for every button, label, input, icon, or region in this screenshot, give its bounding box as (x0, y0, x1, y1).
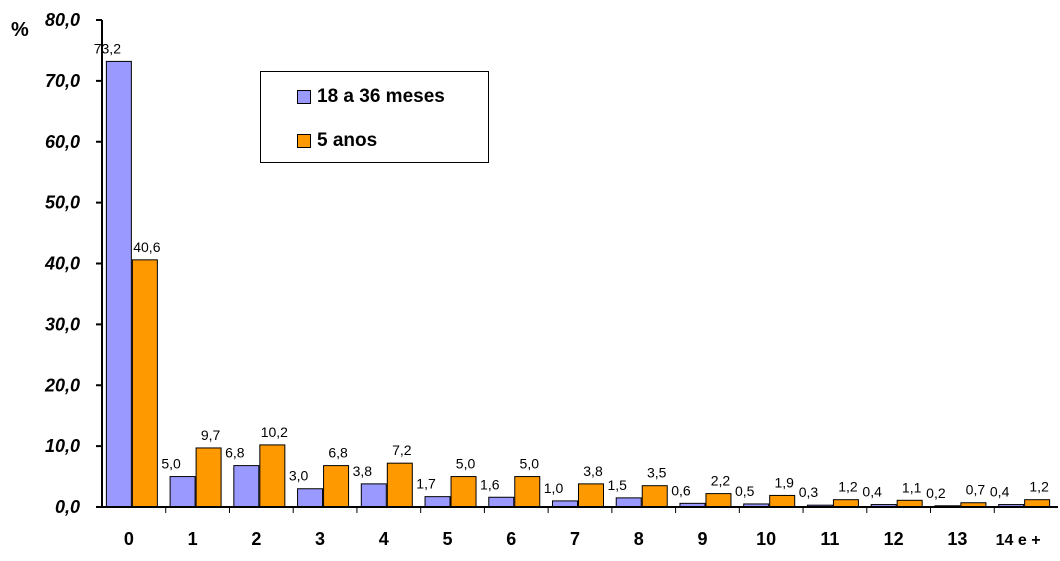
bar-series-1 (424, 496, 451, 508)
bar-series-2 (195, 447, 222, 508)
y-tick-label: 0,0 (55, 497, 80, 517)
bar-value-label: 1,6 (480, 476, 500, 492)
x-tick-label: 14 e + (996, 532, 1041, 549)
bar-value-label: 10,2 (261, 424, 288, 440)
x-tick-label: 0 (124, 529, 134, 549)
bar-value-label: 1,9 (774, 474, 794, 490)
bar-series-1 (169, 476, 196, 508)
y-tick-label: 80,0 (45, 10, 80, 30)
bar-series-1 (297, 488, 324, 508)
bar-value-label: 0,7 (966, 482, 986, 498)
bar-value-label: 1,0 (544, 480, 564, 496)
x-tick-label: 12 (884, 529, 904, 549)
x-tick-label: 2 (251, 529, 261, 549)
bar-value-label: 2,2 (711, 473, 731, 489)
bar-series-2 (641, 485, 668, 508)
bar-value-label: 5,0 (161, 456, 181, 472)
legend-label-series-2: 5 anos (317, 130, 378, 151)
x-tick-label: 6 (506, 529, 516, 549)
bars-group: 73,240,65,09,76,810,23,06,83,87,21,75,01… (94, 40, 1051, 508)
y-axis: 0,0 10,0 20,0 30,0 40,0 50,0 60,0 70,0 80,0 (44, 10, 103, 517)
bar-value-label: 0,5 (735, 483, 755, 499)
bar-value-label: 3,8 (353, 463, 373, 479)
bar-value-label: 0,4 (990, 484, 1010, 500)
y-tick-label: 60,0 (45, 132, 80, 152)
x-tick-label: 1 (188, 529, 198, 549)
bar-value-label: 6,8 (225, 445, 245, 461)
bar-series-1 (105, 60, 132, 508)
bar-value-label: 6,8 (328, 445, 348, 461)
bar-series-2 (131, 259, 158, 508)
bar-value-label: 3,8 (583, 463, 603, 479)
legend-swatch-series-2 (297, 134, 311, 148)
bar-series-2 (259, 444, 286, 508)
y-tick-label: 70,0 (45, 71, 80, 91)
x-tick-label: 10 (756, 529, 776, 549)
bar-value-label: 1,2 (838, 479, 858, 495)
bar-value-label: 3,0 (289, 468, 309, 484)
bar-value-label: 1,2 (1029, 479, 1049, 495)
x-tick-label: 3 (315, 529, 325, 549)
bar-value-label: 0,2 (926, 485, 946, 501)
bar-series-2 (386, 462, 413, 508)
legend-item-series-1: 18 a 36 meses (297, 86, 445, 108)
bar-series-2 (1024, 499, 1051, 508)
bar-series-2 (323, 465, 350, 508)
x-tick-label: 5 (443, 529, 453, 549)
legend: 18 a 36 meses 5 anos (260, 71, 489, 163)
bar-value-label: 0,3 (799, 484, 819, 500)
bar-value-label: 1,1 (902, 479, 922, 495)
bar-series-1 (360, 483, 387, 508)
x-tick-label: 13 (947, 529, 967, 549)
bar-value-label: 5,0 (520, 456, 540, 472)
bar-value-label: 40,6 (133, 239, 160, 255)
x-axis: 0 1 2 3 4 5 6 7 8 9 10 11 12 13 14 e + (102, 506, 1058, 549)
bar-value-label: 7,2 (392, 442, 412, 458)
x-tick-label: 7 (570, 529, 580, 549)
bar-series-1 (615, 497, 642, 508)
y-tick-label: 50,0 (45, 193, 80, 213)
bar-series-2 (705, 493, 732, 508)
bar-series-2 (514, 476, 541, 508)
bar-value-label: 0,4 (862, 484, 882, 500)
y-tick-label: 10,0 (45, 436, 80, 456)
bar-series-2 (896, 499, 923, 508)
x-tick-label: 8 (634, 529, 644, 549)
y-axis-unit-label: % (11, 19, 29, 41)
y-tick-label: 40,0 (44, 254, 80, 274)
legend-swatch-series-1 (297, 90, 311, 104)
bar-value-label: 1,7 (416, 476, 436, 492)
bar-value-label: 73,2 (94, 40, 121, 56)
bar-value-label: 9,7 (201, 427, 221, 443)
x-tick-label: 4 (379, 529, 389, 549)
bar-value-label: 1,5 (607, 477, 627, 493)
legend-item-series-2: 5 anos (297, 130, 377, 152)
y-tick-label: 30,0 (45, 314, 80, 334)
bar-series-2 (832, 499, 859, 508)
bar-value-label: 0,6 (671, 482, 691, 498)
bar-value-label: 5,0 (456, 456, 476, 472)
bar-series-2 (769, 494, 796, 508)
bar-series-2 (578, 483, 604, 508)
bar-series-2 (450, 476, 477, 508)
x-tick-label: 9 (697, 529, 707, 549)
bar-value-label: 3,5 (647, 465, 667, 481)
bar-series-1 (233, 465, 260, 508)
legend-label-series-1: 18 a 36 meses (317, 86, 445, 107)
y-tick-label: 20,0 (44, 375, 80, 395)
x-tick-label: 11 (820, 529, 839, 549)
bar-series-1 (488, 496, 515, 508)
